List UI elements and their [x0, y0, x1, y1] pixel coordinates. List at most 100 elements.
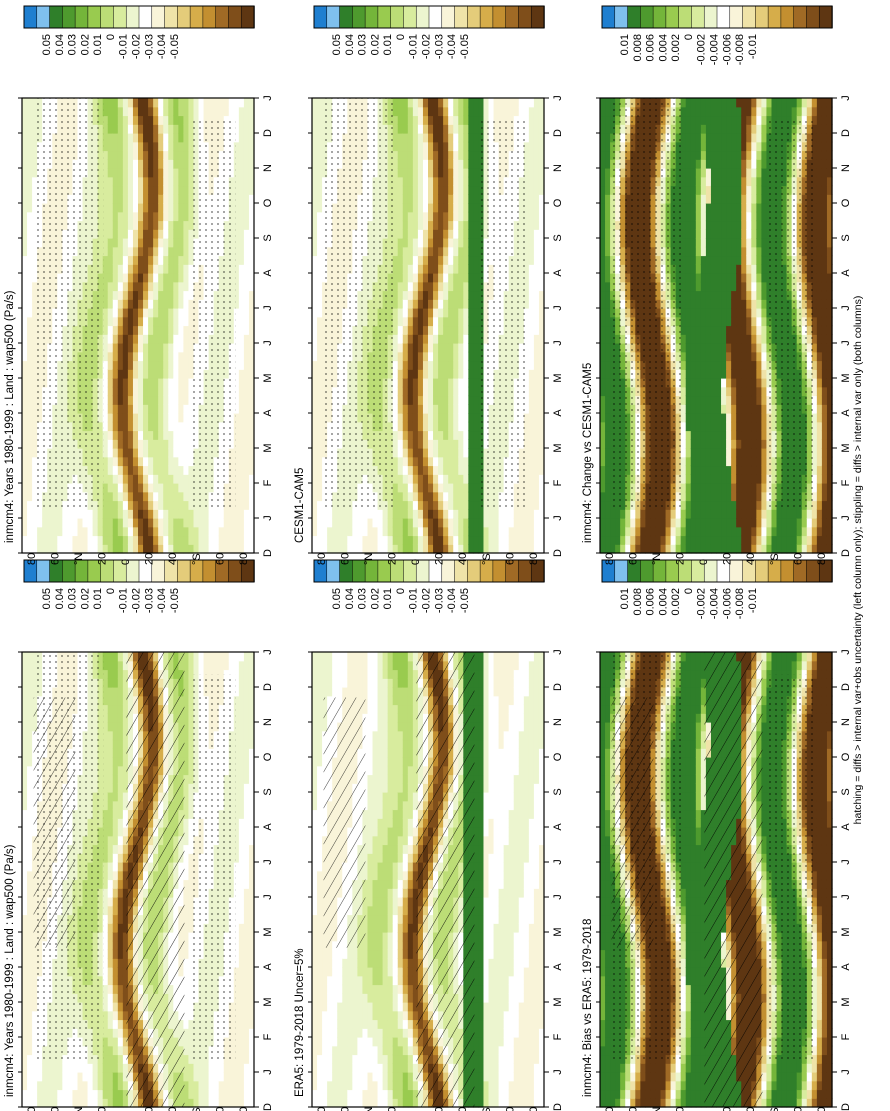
heatmap-cell — [122, 439, 129, 449]
heatmap-cell — [112, 509, 119, 519]
heatmap-cell — [87, 1089, 94, 1099]
heatmap-cell — [22, 133, 28, 143]
heatmap-cell — [112, 185, 119, 195]
colorbar: 0.05 0.04 0.03 0.02 0.01 0 -0.01 -0.02 -0.03 -0.0… — [23, 559, 255, 613]
heatmap-cell — [127, 351, 134, 362]
heatmap-cell — [138, 264, 144, 274]
heatmap-cell — [158, 325, 164, 335]
month-label: D — [262, 129, 274, 137]
heatmap-cell — [107, 774, 114, 784]
heatmap-cell — [248, 185, 255, 195]
colorbar-swatch — [164, 5, 179, 29]
heatmap-cell — [188, 98, 195, 108]
heatmap-cell — [228, 526, 235, 537]
heatmap-cell — [248, 748, 255, 758]
heatmap-cell — [102, 308, 109, 318]
heatmap-cell — [193, 98, 200, 108]
heatmap-cell — [27, 669, 33, 679]
heatmap-cell — [112, 194, 119, 204]
heatmap-cell — [168, 185, 174, 195]
heatmap-cell — [238, 923, 245, 933]
heatmap-cell — [102, 518, 109, 528]
heatmap-cell — [102, 792, 109, 802]
heatmap-cell — [223, 98, 230, 108]
heatmap-cell — [52, 518, 58, 528]
heatmap-cell — [233, 862, 240, 872]
heatmap-cell — [112, 1080, 119, 1091]
heatmap-cell — [168, 159, 174, 169]
heatmap-cell — [107, 500, 114, 510]
colorbar-swatch — [113, 5, 127, 29]
heatmap-cell — [143, 544, 149, 554]
heatmap-cell — [168, 229, 174, 239]
heatmap-cell — [213, 115, 220, 125]
heatmap-cell — [243, 159, 250, 169]
heatmap-cell — [82, 1098, 89, 1108]
heatmap-cell — [107, 870, 114, 881]
heatmap-cell — [243, 456, 250, 467]
heatmap-cell — [153, 308, 159, 318]
panel-1: DJFMAMJJASONDJ8060°N2002040°S6080inmcm4:… — [4, 559, 274, 1111]
heatmap-cell — [87, 1063, 94, 1073]
heatmap-cell — [122, 203, 129, 213]
heatmap-cell — [102, 378, 109, 388]
heatmap-cell — [122, 678, 129, 688]
heatmap-cell — [127, 176, 134, 187]
heatmap-cell — [238, 483, 245, 493]
heatmap-cell — [27, 378, 33, 388]
heatmap-cell — [163, 229, 169, 239]
heatmap-cell — [107, 1028, 114, 1038]
month-label: S — [262, 788, 274, 795]
heatmap-cell — [183, 1019, 190, 1029]
heatmap-cell — [122, 509, 129, 519]
heatmap-cell — [122, 351, 129, 362]
heatmap-cell — [32, 526, 38, 537]
heatmap-cell — [168, 439, 174, 449]
heatmap-cell — [122, 783, 129, 793]
heatmap-cell — [77, 526, 84, 537]
heatmap-cell — [122, 1063, 129, 1073]
heatmap-cell — [158, 491, 164, 502]
heatmap-cell — [107, 932, 114, 942]
heatmap-cell — [233, 141, 240, 152]
heatmap-cell — [27, 862, 33, 872]
heatmap-cell — [122, 150, 129, 160]
heatmap-cell — [47, 1072, 53, 1082]
heatmap-cell — [107, 518, 114, 528]
month-label: A — [262, 409, 274, 417]
heatmap-cell — [243, 378, 250, 388]
heatmap-cell — [173, 535, 179, 545]
heatmap-cell — [102, 1054, 109, 1064]
heatmap-cell — [107, 168, 114, 178]
heatmap-cell — [208, 652, 215, 662]
heatmap-cell — [173, 518, 179, 528]
heatmap-cell — [148, 115, 154, 125]
heatmap-cell — [132, 430, 139, 440]
heatmap-cell — [178, 369, 184, 379]
heatmap-cell — [178, 98, 184, 108]
heatmap-cell — [107, 722, 114, 732]
heatmap-cell — [138, 133, 144, 143]
heatmap-cell — [248, 730, 255, 741]
heatmap-cell — [22, 1098, 28, 1108]
heatmap-cell — [22, 544, 28, 554]
heatmap-cell — [158, 141, 164, 152]
heatmap-cell — [22, 334, 28, 344]
colorbar-tick-label: 0.03 — [67, 34, 79, 55]
heatmap-cell — [107, 678, 114, 688]
heatmap-cell — [233, 456, 240, 467]
heatmap-cell — [27, 273, 33, 283]
colorbar-swatch — [151, 5, 166, 29]
heatmap-cell — [233, 1098, 240, 1108]
heatmap-cell — [47, 544, 53, 554]
heatmap-cell — [138, 456, 144, 467]
heatmap-cell — [208, 544, 215, 554]
heatmap-cell — [238, 1089, 245, 1099]
heatmap-cell — [138, 535, 144, 545]
heatmap-cell — [238, 150, 245, 160]
heatmap-cell — [213, 526, 220, 537]
heatmap-cell — [148, 308, 154, 318]
heatmap-cell — [22, 687, 28, 697]
lat-tick-label: 80 — [26, 1107, 38, 1111]
